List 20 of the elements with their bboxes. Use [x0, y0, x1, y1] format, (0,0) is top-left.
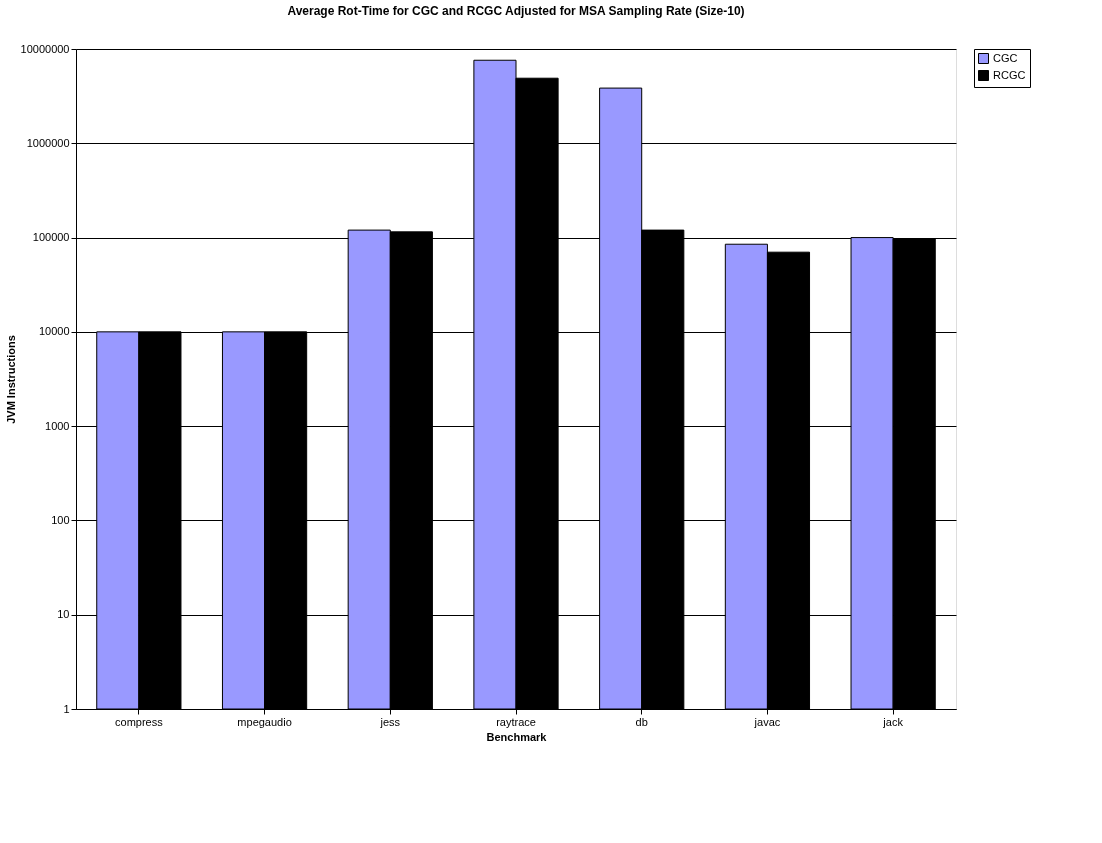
- chart-title: Average Rot-Time for CGC and RCGC Adjusted for MSA Sampling Rate (Size-10): [287, 4, 745, 18]
- y-tick-label: 1: [63, 702, 70, 715]
- legend-label: RCGC: [993, 68, 1026, 81]
- y-tick-label: 1000000: [26, 136, 70, 149]
- y-axis-title: JVM Instructions: [4, 335, 17, 424]
- x-axis-title: Benchmark: [486, 730, 548, 743]
- x-tick-label: raytrace: [496, 715, 536, 728]
- y-tick-label: 100000: [32, 231, 70, 244]
- x-tick-label: db: [635, 715, 648, 728]
- x-tick-label: jack: [882, 715, 904, 728]
- x-tick-label: mpegaudio: [237, 715, 292, 728]
- x-tick-label: javac: [753, 715, 781, 728]
- y-tick-label: 10: [57, 608, 70, 621]
- x-tick-label: compress: [115, 715, 164, 728]
- legend-label: CGC: [993, 51, 1018, 64]
- y-tick-label: 10000000: [20, 42, 70, 55]
- y-tick-label: 1000: [45, 419, 70, 432]
- y-tick-label: 100: [51, 513, 70, 526]
- x-tick-label: jess: [379, 715, 401, 728]
- y-tick-label: 10000: [38, 325, 70, 338]
